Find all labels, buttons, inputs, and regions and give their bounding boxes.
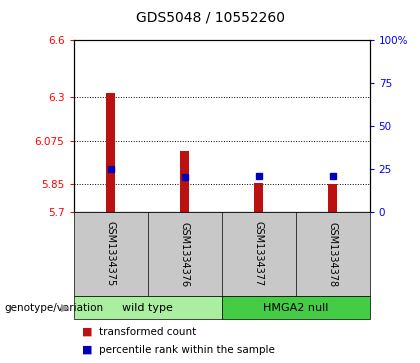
Bar: [74, 296, 222, 319]
Text: GDS5048 / 10552260: GDS5048 / 10552260: [136, 11, 284, 25]
Bar: [328, 184, 337, 212]
Text: percentile rank within the sample: percentile rank within the sample: [99, 345, 275, 355]
Text: GSM1334378: GSM1334378: [328, 221, 338, 287]
Text: ▶: ▶: [61, 303, 69, 313]
Text: ■: ■: [82, 345, 92, 355]
Bar: [254, 183, 263, 212]
Text: GSM1334375: GSM1334375: [105, 221, 116, 287]
Bar: [222, 296, 370, 319]
Text: ■: ■: [82, 327, 92, 337]
Text: genotype/variation: genotype/variation: [4, 303, 103, 313]
Text: GSM1334377: GSM1334377: [254, 221, 264, 287]
Text: wild type: wild type: [122, 303, 173, 313]
Text: transformed count: transformed count: [99, 327, 196, 337]
Bar: [106, 93, 115, 212]
Text: HMGA2 null: HMGA2 null: [263, 303, 328, 313]
Text: GSM1334376: GSM1334376: [179, 221, 189, 287]
Bar: [180, 151, 189, 212]
